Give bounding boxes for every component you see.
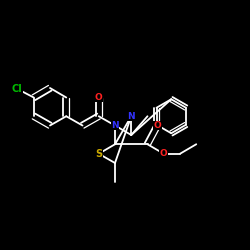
Text: O: O — [154, 121, 162, 130]
Text: S: S — [95, 149, 102, 159]
Text: N: N — [111, 121, 119, 130]
Text: O: O — [160, 149, 168, 158]
Text: O: O — [95, 93, 103, 102]
Text: N: N — [128, 112, 135, 121]
Text: Cl: Cl — [12, 84, 22, 94]
